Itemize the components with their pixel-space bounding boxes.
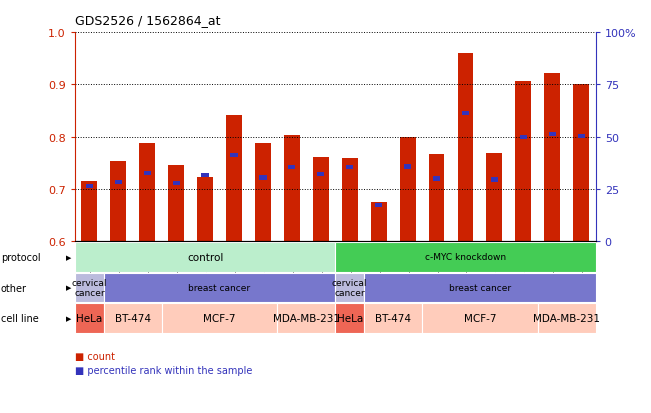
Bar — [110, 162, 126, 242]
Bar — [574, 85, 589, 242]
Text: other: other — [1, 283, 27, 293]
Bar — [458, 54, 473, 242]
Bar — [491, 178, 498, 182]
Bar — [173, 181, 180, 185]
Bar — [226, 115, 242, 242]
Bar — [139, 144, 155, 242]
Bar — [168, 166, 184, 242]
Text: GDS2526 / 1562864_at: GDS2526 / 1562864_at — [75, 14, 221, 27]
Bar — [161, 304, 277, 333]
Bar — [255, 144, 271, 242]
Bar — [516, 81, 531, 242]
Bar — [375, 203, 382, 207]
Bar — [104, 304, 161, 333]
Bar — [335, 273, 364, 303]
Text: cell line: cell line — [1, 313, 38, 323]
Bar — [346, 166, 353, 170]
Bar — [335, 304, 364, 333]
Text: BT-474: BT-474 — [375, 313, 411, 323]
Bar — [335, 242, 596, 272]
Bar — [144, 172, 151, 176]
Bar — [277, 304, 335, 333]
Bar — [433, 177, 440, 181]
Bar — [342, 158, 357, 242]
Text: MCF-7: MCF-7 — [464, 313, 496, 323]
Bar — [519, 135, 527, 140]
Bar — [422, 304, 538, 333]
Bar — [75, 242, 335, 272]
Text: protocol: protocol — [1, 252, 40, 262]
Text: MDA-MB-231: MDA-MB-231 — [273, 313, 340, 323]
Text: control: control — [187, 252, 223, 262]
Text: ▶: ▶ — [66, 316, 72, 321]
Text: ■ percentile rank within the sample: ■ percentile rank within the sample — [75, 366, 252, 375]
Bar — [544, 74, 561, 242]
Bar — [81, 182, 97, 242]
Bar — [115, 180, 122, 185]
Bar — [75, 273, 104, 303]
Bar — [230, 154, 238, 158]
Bar — [428, 155, 445, 242]
Bar — [486, 154, 503, 242]
Text: MDA-MB-231: MDA-MB-231 — [533, 313, 600, 323]
Text: ■ count: ■ count — [75, 351, 115, 361]
Text: ▶: ▶ — [66, 254, 72, 260]
Bar — [317, 173, 324, 177]
Bar — [259, 176, 266, 180]
Text: breast cancer: breast cancer — [189, 283, 251, 292]
Text: ▶: ▶ — [66, 285, 72, 291]
Bar — [577, 134, 585, 138]
Bar — [86, 185, 93, 189]
Text: cervical
cancer: cervical cancer — [332, 278, 367, 297]
Bar — [370, 202, 387, 242]
Text: BT-474: BT-474 — [115, 313, 151, 323]
Bar — [404, 165, 411, 169]
Bar — [549, 133, 556, 137]
Bar — [364, 273, 596, 303]
Bar — [288, 166, 296, 170]
Bar — [75, 304, 104, 333]
Text: HeLa: HeLa — [337, 313, 363, 323]
Text: breast cancer: breast cancer — [449, 283, 511, 292]
Text: cervical
cancer: cervical cancer — [72, 278, 107, 297]
Bar — [197, 178, 213, 242]
Bar — [202, 173, 208, 178]
Bar — [364, 304, 422, 333]
Text: HeLa: HeLa — [76, 313, 102, 323]
Text: c-MYC knockdown: c-MYC knockdown — [425, 253, 506, 262]
Text: MCF-7: MCF-7 — [203, 313, 236, 323]
Bar — [538, 304, 596, 333]
Bar — [104, 273, 335, 303]
Bar — [284, 136, 300, 242]
Bar — [313, 158, 329, 242]
Bar — [462, 112, 469, 116]
Bar — [400, 137, 415, 242]
